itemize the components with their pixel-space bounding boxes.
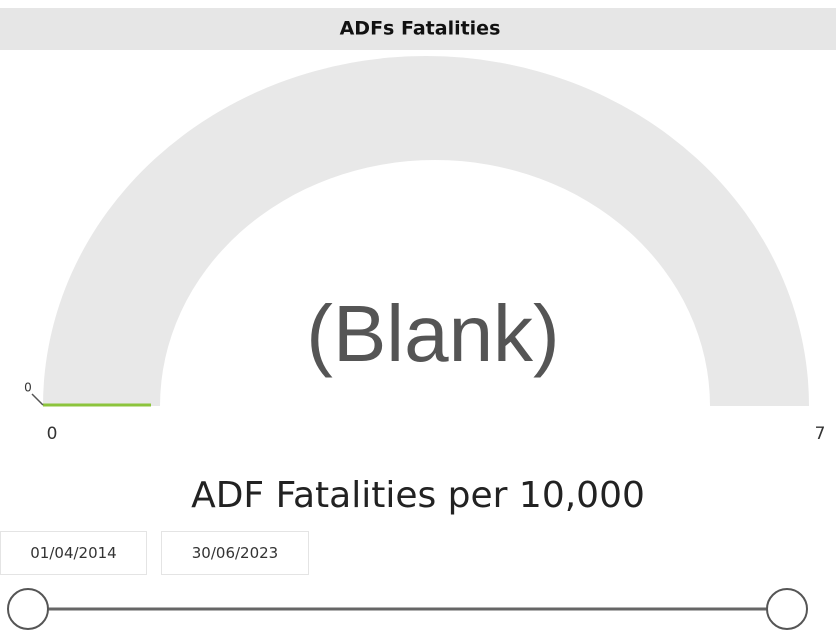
target-label: 0 xyxy=(24,381,32,395)
gauge-callout: (Blank) xyxy=(306,289,559,378)
gauge-min-label: 0 xyxy=(47,424,58,444)
slider-start-handle[interactable] xyxy=(7,588,49,630)
slider-end-handle[interactable] xyxy=(766,588,808,630)
gauge-track xyxy=(43,56,809,406)
end-date-input[interactable]: 30/06/2023 xyxy=(161,531,309,575)
gauge-max-label: 7 xyxy=(815,424,826,444)
start-date-input[interactable]: 01/04/2014 xyxy=(0,531,147,575)
gauge-caption: ADF Fatalities per 10,000 xyxy=(191,475,645,516)
visual-title: ADFs Fatalities xyxy=(340,18,501,40)
target-leader xyxy=(31,393,44,406)
header-bar xyxy=(0,8,836,50)
